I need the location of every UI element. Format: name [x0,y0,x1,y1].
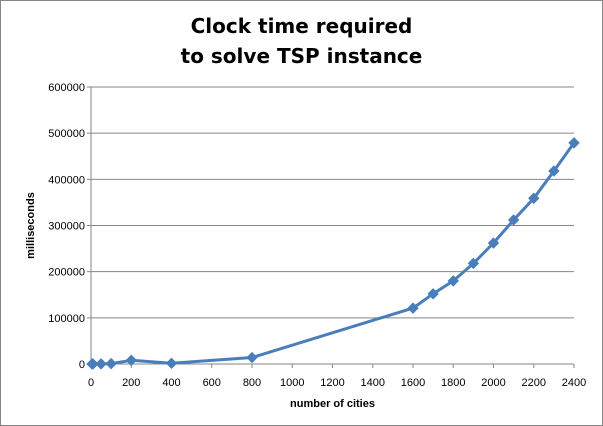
chart-title-line-2: to solve TSP instance [180,44,423,68]
x-tick-label: 1200 [320,377,344,389]
axes [87,86,575,368]
data-point [447,275,459,287]
data-point [568,137,580,149]
data-point [528,192,540,204]
x-tick-label: 1000 [280,377,304,389]
x-tick-label: 2400 [562,377,586,389]
x-axis-tick-labels: 0 200 400 600 800 1000 1200 1400 1600 1800 2000 220… [88,377,586,389]
data-point [467,257,480,270]
x-axis-title: number of cities [290,398,375,410]
y-tick-label: 600000 [48,82,85,94]
x-tick-label: 1800 [441,377,465,389]
data-point [87,358,99,370]
x-tick-label: 0 [88,377,94,389]
x-tick-label: 1400 [361,377,385,389]
x-tick-label: 2000 [481,377,505,389]
chart-title-line-1: Clock time required [190,14,413,38]
data-point [427,288,439,300]
data-point [105,357,117,370]
y-tick-label: 500000 [48,128,85,140]
data-point [125,354,137,367]
y-tick-label: 100000 [48,313,85,325]
data-point [507,214,520,226]
data-point [95,358,107,370]
x-tick-label: 1600 [401,377,425,389]
x-tick-label: 2200 [522,377,546,389]
data-point [165,357,178,370]
y-tick-label: 400000 [48,174,85,186]
y-axis-tick-labels: 0 100000 200000 300000 400000 500000 600000 [48,82,85,371]
series [86,137,580,370]
data-point [548,165,560,177]
y-tick-label: 0 [79,359,85,371]
data-point [407,302,419,314]
x-tick-label: 200 [122,377,140,389]
y-axis-title: milliseconds [25,192,37,259]
y-tick-label: 200000 [48,267,85,279]
x-tick-label: 400 [162,377,180,389]
x-tick-label: 800 [243,377,261,389]
series-line [91,142,576,366]
y-tick-label: 300000 [48,221,85,233]
x-tick-label: 600 [203,377,221,389]
chart-title: Clock time required to solve TSP instanc… [1,11,602,71]
data-point [487,237,500,249]
gridlines [91,86,574,319]
data-point [246,351,258,364]
